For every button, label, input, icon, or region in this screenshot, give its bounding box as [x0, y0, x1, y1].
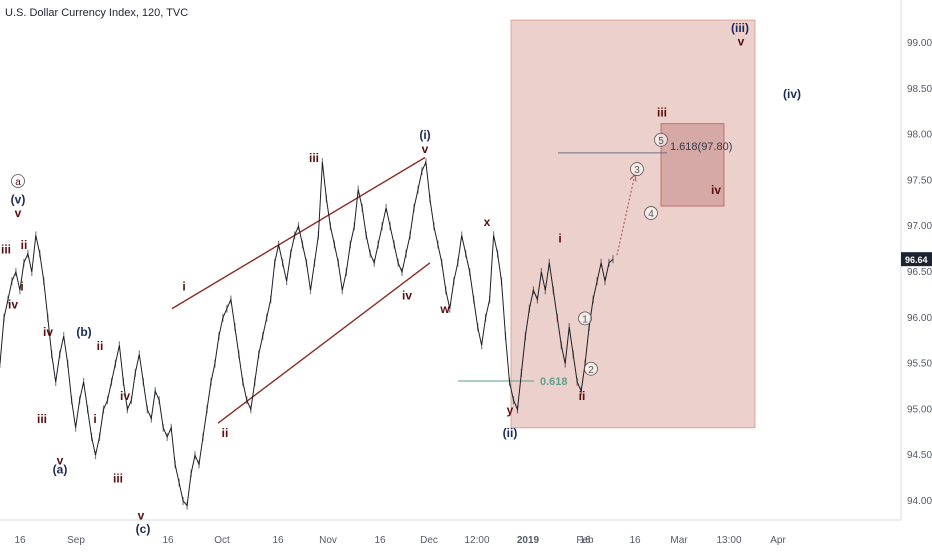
x-tick-label: Sep — [67, 535, 85, 546]
last-price-badge — [901, 252, 932, 267]
wave-label-circle — [630, 162, 644, 176]
fib-retracement-label: 0.618 — [540, 376, 568, 388]
wave-label: iii — [37, 412, 47, 426]
chart-title: U.S. Dollar Currency Index, 120, TVC — [5, 7, 189, 19]
x-tick-label: Feb — [576, 535, 594, 546]
wave-label: ii — [97, 339, 104, 353]
wave-label: 1 — [582, 314, 588, 325]
y-tick-label: 96.00 — [907, 313, 932, 324]
x-tick-label: Oct — [214, 535, 230, 546]
price-line — [0, 160, 614, 507]
y-tick-label: 97.00 — [907, 221, 932, 232]
y-tick-label: 95.50 — [907, 359, 932, 370]
wave-label: y — [507, 403, 514, 417]
wave-label-circle — [11, 174, 25, 188]
x-tick-label: 16 — [629, 535, 641, 546]
x-tick-label: 12:00 — [464, 535, 489, 546]
wave-label: (iv) — [783, 87, 801, 101]
price-axis-panel[interactable] — [901, 0, 932, 550]
y-tick-label: 97.50 — [907, 175, 932, 186]
y-tick-label: 99.00 — [907, 38, 932, 49]
x-tick-label: 2019 — [517, 535, 540, 546]
x-tick-label: 16 — [14, 535, 26, 546]
wave-label-circle — [644, 206, 658, 220]
wave-label: v — [15, 206, 22, 220]
wave-label-circle — [584, 361, 598, 376]
channel-upper-line — [171, 156, 426, 310]
x-tick-label: 16 — [579, 535, 591, 546]
wave-label: iv — [8, 298, 18, 312]
wave-label: iii — [113, 472, 123, 486]
x-tick-label: Nov — [319, 535, 337, 546]
y-tick-label: 96.50 — [907, 267, 932, 278]
wave-label: (a) — [53, 463, 68, 477]
wave-label: 5 — [658, 136, 664, 147]
wave-label: iv — [711, 183, 721, 197]
wave-label: i — [20, 279, 23, 293]
wave-label: (ii) — [503, 426, 518, 440]
wave-label: (i) — [419, 128, 430, 142]
wave-label: i — [93, 412, 96, 426]
wave-label: iv — [43, 325, 53, 339]
x-tick-label: 16 — [374, 535, 386, 546]
wave-label: v — [422, 142, 429, 156]
target-box — [660, 123, 725, 207]
y-tick-label: 98.00 — [907, 130, 932, 141]
last-price-label: 96.64 — [905, 255, 928, 265]
wave-label: w — [439, 302, 450, 316]
wave-label-circle — [654, 132, 668, 147]
y-tick-label: 95.00 — [907, 404, 932, 415]
projection-path — [616, 178, 635, 256]
wave-label: ii — [222, 426, 229, 440]
wave-label: 2 — [588, 365, 594, 376]
wave-label: (b) — [76, 325, 91, 339]
wave-label: a — [15, 177, 21, 188]
wave-label-circle — [578, 311, 592, 326]
x-tick-label: Dec — [420, 535, 438, 546]
y-tick-label: 98.50 — [907, 84, 932, 95]
wave-label: ii — [21, 238, 28, 252]
wave-label: (iii) — [731, 21, 749, 35]
x-tick-label: 16 — [272, 535, 284, 546]
wave-label: iv — [120, 389, 130, 403]
channel-lower-line — [217, 262, 431, 424]
target-zone — [510, 19, 756, 429]
y-tick-label: 94.50 — [907, 450, 932, 461]
wave-label: i — [558, 232, 561, 246]
wave-label: iii — [1, 243, 11, 257]
wave-label: v — [57, 453, 64, 467]
wave-label: iv — [402, 288, 412, 302]
wave-label: (v) — [11, 192, 26, 206]
wave-label: ii — [579, 389, 586, 403]
wave-label: 3 — [634, 165, 640, 176]
y-tick-label: 94.00 — [907, 496, 932, 507]
wave-label: iii — [657, 105, 667, 119]
wave-label: iii — [309, 151, 319, 165]
x-tick-label: Mar — [670, 535, 688, 546]
x-tick-label: 13:00 — [716, 535, 741, 546]
wave-label: 4 — [648, 209, 654, 220]
x-tick-label: Apr — [770, 535, 786, 546]
fib-extension-label: 1.618(97.80) — [670, 141, 732, 153]
wave-label: v — [738, 35, 745, 49]
wave-label: v — [138, 508, 145, 522]
time-axis-panel[interactable] — [0, 520, 901, 550]
x-tick-label: 16 — [162, 535, 174, 546]
wave-label: (c) — [136, 522, 151, 536]
wave-label: x — [484, 215, 491, 229]
wave-label: i — [182, 279, 185, 293]
